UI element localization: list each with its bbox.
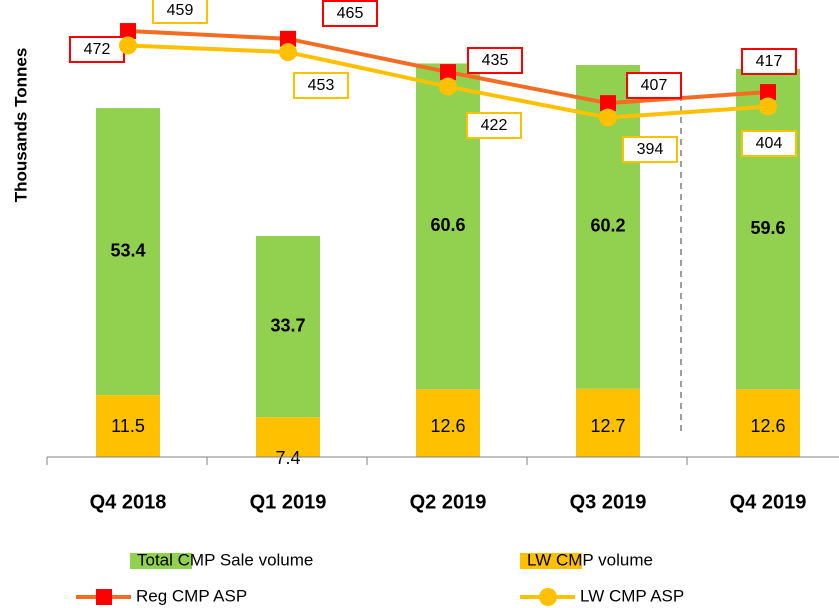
label-box (622, 136, 678, 163)
marker (279, 43, 297, 62)
y-axis-label: Thousands Tonnes (11, 48, 30, 203)
marker (599, 108, 617, 127)
x-tick-label: Q2 2019 (410, 491, 487, 513)
bar-segment (576, 388, 640, 457)
bar-segment (96, 395, 160, 457)
legend-marker (539, 588, 557, 606)
label-box (466, 112, 522, 139)
label-box (741, 130, 797, 157)
value-label: 7.4 (275, 448, 300, 468)
marker (600, 95, 616, 112)
value-label: 53.4 (110, 240, 145, 260)
label-box (293, 72, 349, 99)
value-label: 417 (756, 53, 783, 70)
value-label: 60.2 (590, 216, 625, 236)
value-label: 465 (337, 5, 364, 22)
legend-label: Reg CMP ASP (136, 586, 247, 605)
x-tick-label: Q4 2018 (90, 491, 167, 513)
value-label: 59.6 (750, 218, 785, 238)
x-tick-label: Q3 2019 (570, 491, 647, 513)
value-label: 453 (308, 77, 335, 94)
value-label: 33.7 (270, 315, 305, 335)
bar-segment (416, 389, 480, 457)
marker (280, 30, 296, 47)
marker (760, 84, 776, 101)
value-label: 459 (167, 2, 194, 19)
value-label: 394 (637, 141, 664, 158)
label-box (152, 0, 208, 24)
marker (440, 64, 456, 81)
legend-label: LW CMP ASP (580, 586, 684, 605)
bar-segment (256, 236, 320, 418)
legend-label: LW CMP volume (527, 550, 653, 569)
value-label: 422 (481, 117, 508, 134)
bar-segment (736, 389, 800, 457)
bar-segment (256, 417, 320, 457)
marker (119, 36, 137, 55)
x-tick-label: Q1 2019 (250, 491, 327, 513)
marker (120, 23, 136, 40)
label-box (322, 0, 378, 27)
label-box (741, 48, 797, 75)
marker (439, 77, 457, 96)
value-label: 12.7 (590, 416, 625, 436)
x-tick-label: Q4 2019 (730, 491, 807, 513)
bar-segment (96, 108, 160, 396)
legend-label: Total CMP Sale volume (137, 550, 313, 569)
value-label: 407 (641, 77, 668, 94)
legend-swatch (520, 553, 582, 569)
value-label: 12.6 (430, 416, 465, 436)
label-box (626, 72, 682, 99)
bar-segment (736, 68, 800, 390)
value-label: 404 (756, 135, 783, 152)
value-label: 435 (482, 52, 509, 69)
value-label: 60.6 (430, 215, 465, 235)
label-box (467, 47, 523, 74)
value-label: 472 (84, 41, 111, 58)
value-label: 11.5 (111, 416, 145, 436)
legend-swatch (130, 553, 192, 569)
legend-marker (96, 589, 112, 605)
value-label: 12.6 (750, 416, 785, 436)
marker (759, 97, 777, 116)
